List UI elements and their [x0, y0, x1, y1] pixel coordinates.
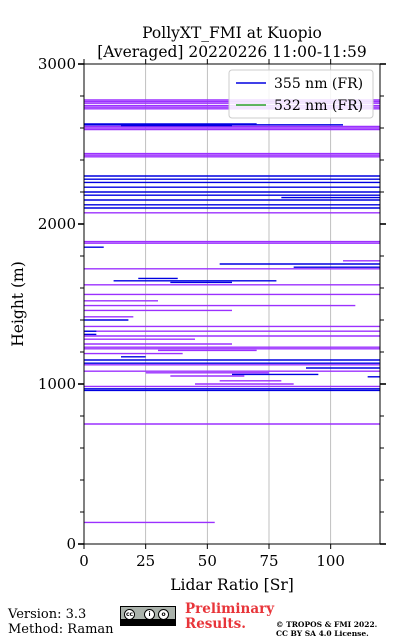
y-tick-label: 0: [66, 535, 76, 553]
x-axis-label: Lidar Ratio [Sr]: [170, 576, 294, 594]
legend-label-355: 355 nm (FR): [274, 76, 363, 92]
cc-license-badge: cc i o: [120, 606, 176, 626]
x-tick-label: 25: [136, 552, 155, 570]
y-tick-label: 1000: [38, 375, 76, 393]
plot-frame: [83, 63, 381, 545]
chart-title-line2: [Averaged] 20220226 11:00-11:59: [97, 43, 367, 61]
preliminary-line1: Preliminary: [185, 601, 275, 617]
chart-title-line1: PollyXT_FMI at Kuopio: [142, 24, 322, 42]
legend-box: [228, 69, 374, 119]
grid-lines: [145, 64, 332, 544]
lidar-ratio-chart: PollyXT_FMI at Kuopio [Averaged] 2022022…: [9, 24, 386, 594]
y-axis-label: Height (m): [9, 261, 27, 347]
copyright-note: © TROPOS & FMI 2022. CC BY SA 4.0 Licens…: [276, 620, 377, 638]
preliminary-line2: Results.: [185, 616, 246, 632]
copyright-line1: © TROPOS & FMI 2022.: [276, 620, 378, 629]
x-tick-label: 75: [259, 552, 278, 570]
method-text: Method: Raman: [8, 622, 114, 637]
x-tick-label: 50: [198, 552, 217, 570]
preliminary-results-note: Preliminary Results.: [185, 602, 274, 632]
y-tick-label: 2000: [38, 215, 76, 233]
badge-bar: [121, 619, 175, 625]
x-tick-label: 0: [79, 552, 89, 570]
copyright-line2: CC BY SA 4.0 License.: [276, 629, 369, 638]
legend: 355 nm (FR) 532 nm (FR): [228, 69, 374, 119]
legend-label-532: 532 nm (FR): [274, 98, 363, 114]
y-tick-label: 3000: [38, 55, 76, 73]
version-text: Version: 3.3: [8, 607, 87, 622]
x-tick-label: 100: [316, 552, 345, 570]
data-lines: [84, 99, 380, 524]
